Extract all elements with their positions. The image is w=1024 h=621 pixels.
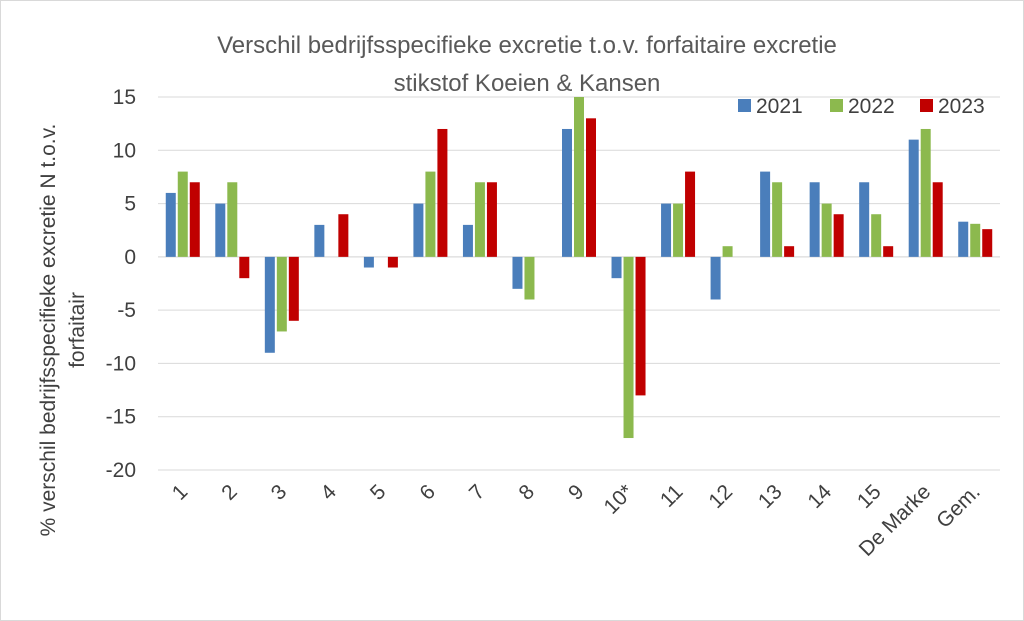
y-axis-ticks: 15 10 5 0 -5 -10 -15 -20 <box>106 86 136 482</box>
bar-2021-9 <box>562 128 572 257</box>
bar-2021-12 <box>710 256 721 300</box>
bar-2021-7 <box>462 224 473 257</box>
bar-2021-Gem. <box>958 221 969 257</box>
bar-2023-7 <box>486 182 497 257</box>
bar-2023-9 <box>586 118 596 257</box>
bar-2022-13 <box>772 182 783 257</box>
legend-swatch-2023 <box>920 99 933 112</box>
bar-2022-10* <box>623 256 634 439</box>
y-tick-label: 15 <box>113 86 136 109</box>
bar-2021-6 <box>413 203 424 257</box>
bar-2023-2 <box>239 256 250 279</box>
bars <box>165 97 993 439</box>
bar-2022-14 <box>821 203 832 257</box>
y-tick-label: -15 <box>106 406 136 429</box>
bar-2023-14 <box>833 214 844 257</box>
bar-2021-14 <box>809 182 820 257</box>
y-tick-label: -10 <box>106 352 136 375</box>
bar-2022-8 <box>524 256 535 300</box>
legend-swatch-2022 <box>830 99 843 112</box>
chart-title-line-2: stikstof Koeien & Kansen <box>394 70 661 97</box>
legend-label-2023: 2023 <box>938 95 985 118</box>
bar-2022-7 <box>474 182 485 257</box>
bar-2021-10* <box>611 256 622 279</box>
bar-2021-11 <box>661 203 672 257</box>
bar-2021-4 <box>314 224 325 257</box>
bar-2022-1 <box>177 171 188 257</box>
y-tick-label: 0 <box>124 246 136 269</box>
bar-2023-3 <box>288 256 299 321</box>
bar-2023-Gem. <box>982 229 993 257</box>
y-axis-title-line-1: % verschil bedrijfsspecifieke excretie N… <box>37 124 60 537</box>
bar-2022-3 <box>276 256 287 332</box>
bar-2023-10* <box>635 256 646 396</box>
bar-2022-15 <box>871 214 882 257</box>
bar-2023-15 <box>883 246 894 257</box>
bar-2023-11 <box>685 171 696 257</box>
y-tick-label: 5 <box>124 193 136 216</box>
bar-2021-5 <box>363 256 374 268</box>
bar-2021-15 <box>859 182 870 257</box>
y-axis-title: % verschil bedrijfsspecifieke excretie N… <box>37 124 89 537</box>
bar-2022-12 <box>722 246 733 257</box>
bar-2023-5 <box>387 256 398 268</box>
bar-2022-6 <box>425 171 436 257</box>
bar-2021-3 <box>264 256 275 353</box>
bar-2023-13 <box>784 246 795 257</box>
y-tick-label: -5 <box>117 299 136 322</box>
bar-2023-1 <box>189 182 200 257</box>
legend-label-2021: 2021 <box>756 95 803 118</box>
legend: 2021 2022 2023 <box>738 95 985 118</box>
bar-2021-2 <box>215 203 226 257</box>
y-axis-title-line-2: forfaitair <box>66 292 89 368</box>
bar-2021-13 <box>760 171 771 257</box>
bar-2022-11 <box>673 203 684 257</box>
bar-2023-De Marke <box>932 182 943 257</box>
bar-2022-Gem. <box>970 223 981 257</box>
bar-2021-De Marke <box>908 139 919 257</box>
bar-2021-8 <box>512 256 523 289</box>
chart-title-line-1: Verschil bedrijfsspecifieke excretie t.o… <box>217 32 837 59</box>
bar-2023-4 <box>338 214 349 257</box>
legend-label-2022: 2022 <box>848 95 895 118</box>
bar-2021-1 <box>165 192 176 257</box>
bar-2022-De Marke <box>920 128 931 257</box>
bar-2022-9 <box>574 97 584 257</box>
bar-2022-2 <box>227 182 238 257</box>
bar-2023-6 <box>437 128 448 257</box>
legend-swatch-2021 <box>738 99 751 112</box>
y-tick-label: -20 <box>106 459 136 482</box>
y-tick-label: 10 <box>113 139 136 162</box>
